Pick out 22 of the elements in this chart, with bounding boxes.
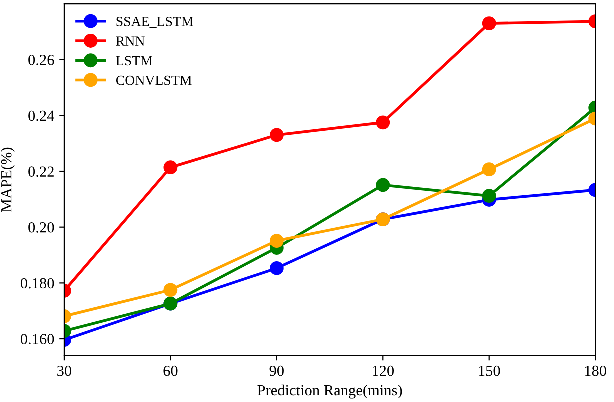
legend-label: RNN (116, 36, 145, 46)
y-tick-label: 0.20 (28, 222, 54, 233)
x-tick-label: 60 (164, 366, 178, 376)
x-tick-label: 120 (373, 366, 394, 376)
x-tick-label: 180 (585, 366, 606, 376)
y-axis-title: MAPE(%) (0, 148, 15, 212)
x-tick-label: 150 (479, 366, 500, 376)
x-tick-label: 90 (270, 366, 284, 376)
y-tick-label: 0.24 (28, 110, 55, 122)
legend-label: CONVLSTM (116, 76, 192, 86)
x-axis-title: Prediction Range(mins) (258, 384, 402, 399)
point (270, 234, 284, 248)
y-tick-label: 0.160 (20, 334, 54, 345)
legend-label: SSAE_LSTM (116, 17, 194, 28)
point (376, 116, 390, 130)
x-tick-label: 30 (58, 366, 72, 376)
point (376, 178, 390, 192)
y-tick-label: 0.22 (28, 166, 54, 178)
y-tick-label: 0.26 (28, 54, 54, 66)
point (270, 128, 284, 142)
legend-label: LSTM (116, 56, 152, 66)
y-tick-label: 0.180 (20, 278, 54, 289)
